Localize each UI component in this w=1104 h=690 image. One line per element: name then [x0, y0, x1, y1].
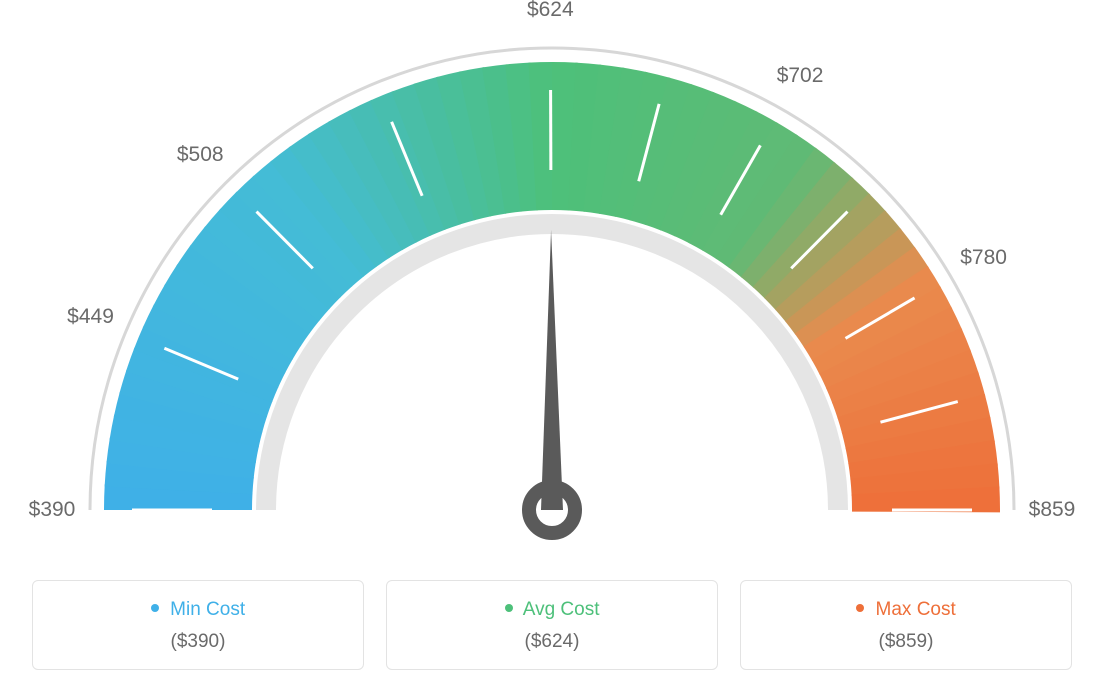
dot-icon: [151, 604, 159, 612]
tick-label: $702: [777, 64, 824, 88]
legend-value: ($390): [43, 631, 353, 653]
legend-label: Max Cost: [876, 599, 956, 620]
legend-title-avg: Avg Cost: [397, 599, 707, 621]
tick-label: $390: [29, 498, 76, 522]
cost-gauge-widget: $390 $449 $508 $624 $702 $780 $859 Min Cost ($…: [0, 0, 1104, 690]
legend-value: ($624): [397, 631, 707, 653]
legend-label: Min Cost: [170, 599, 245, 620]
legend-value: ($859): [751, 631, 1061, 653]
tick-label: $624: [527, 0, 574, 22]
gauge-svg: [0, 0, 1104, 560]
legend-card-max: Max Cost ($859): [740, 580, 1072, 670]
legend-card-avg: Avg Cost ($624): [386, 580, 718, 670]
legend-title-max: Max Cost: [751, 599, 1061, 621]
tick-label: $449: [67, 305, 114, 329]
dot-icon: [505, 604, 513, 612]
tick-label: $508: [177, 143, 224, 167]
dot-icon: [856, 604, 864, 612]
legend-title-min: Min Cost: [43, 599, 353, 621]
legend-card-min: Min Cost ($390): [32, 580, 364, 670]
gauge-area: $390 $449 $508 $624 $702 $780 $859: [0, 0, 1104, 560]
legend: Min Cost ($390) Avg Cost ($624) Max Cost…: [32, 580, 1072, 670]
tick-label: $780: [960, 246, 1007, 270]
legend-label: Avg Cost: [523, 599, 600, 620]
tick-label: $859: [1029, 498, 1076, 522]
